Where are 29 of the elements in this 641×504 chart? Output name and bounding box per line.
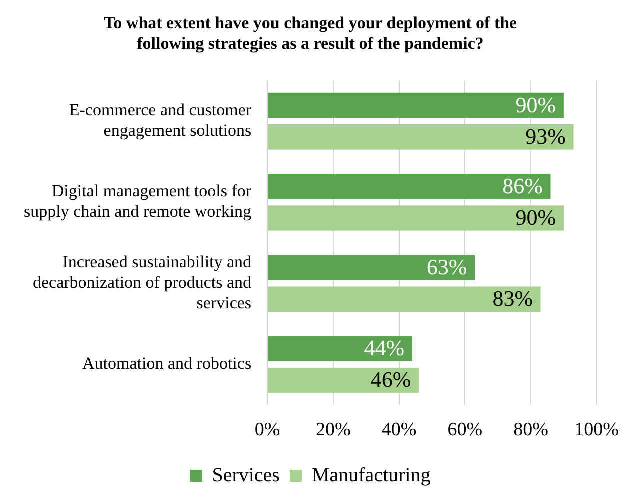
data-label: 63% [426, 254, 468, 280]
data-label: 46% [370, 367, 412, 392]
data-label: 44% [364, 336, 405, 361]
bar [268, 255, 476, 280]
data-label: 90% [516, 92, 556, 118]
data-label: 83% [492, 286, 534, 312]
x-tick-label: 20% [316, 420, 351, 441]
legend-label: Manufacturing [312, 464, 431, 486]
legend-label: Services [212, 464, 280, 486]
x-tick-label: 40% [382, 420, 417, 441]
x-tick-label: 0% [254, 420, 280, 441]
data-label: 90% [516, 205, 556, 230]
y-tick-label: Digital management tools for supply chain and remote working [24, 182, 252, 222]
chart-title: To what extent have you changed your deployment of the following strategies as a result of the pandemic? [104, 14, 518, 53]
bar [268, 124, 574, 150]
y-tick-label: Automation and robotics [82, 354, 252, 374]
y-tick-label: Increased sustainability and decarbonization of products and services [32, 252, 252, 312]
x-tick-label: 80% [514, 420, 549, 441]
x-tick-label: 100% [574, 420, 620, 441]
bar [268, 368, 420, 394]
bar [268, 336, 412, 362]
x-tick-label: 60% [448, 420, 483, 441]
bar [268, 174, 551, 200]
bar [268, 206, 564, 231]
data-label: 86% [502, 173, 543, 198]
data-label: 93% [526, 124, 566, 149]
y-tick-label: E-commerce and customer engagement solutions [69, 100, 252, 140]
bar [268, 92, 564, 118]
bar [268, 286, 541, 312]
